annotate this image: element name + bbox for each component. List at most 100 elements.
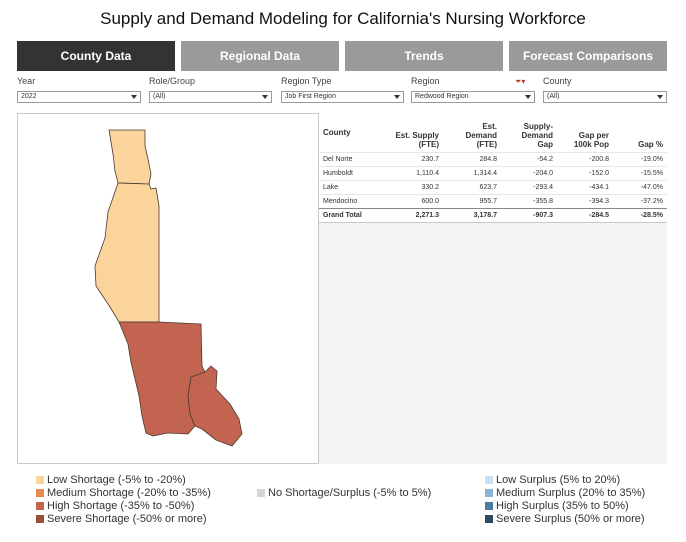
legend-label: Low Surplus (5% to 20%)	[496, 473, 621, 486]
legend-swatch	[485, 488, 493, 497]
column-header-gap-per-100k[interactable]: Gap per 100k Pop	[573, 130, 609, 149]
region-type-select[interactable]: Job First Region	[281, 91, 404, 103]
role-select-value: (All)	[153, 93, 166, 100]
region-filter-label: Region	[411, 76, 440, 86]
legend-swatch	[485, 514, 493, 523]
region-select[interactable]: Redwood Region	[411, 91, 535, 103]
table-row[interactable]: Del Norte 230.7 284.8 -54.2 -200.8 -19.0…	[319, 151, 667, 166]
cell-gap-per-100k: -284.5	[557, 207, 613, 223]
table-header-row: County Est. Supply (FTE) Est. Demand (FTE) …	[319, 113, 667, 152]
cell-county: Mendocino	[319, 193, 385, 208]
county-select-value: (All)	[547, 93, 560, 100]
region-filter: Region ⏷▾ Redwood Region	[411, 75, 535, 103]
region-select-value: Redwood Region	[415, 93, 469, 100]
legend-medium-shortage: Medium Shortage (-20% to -35%)	[36, 486, 211, 499]
year-filter-label: Year	[17, 76, 36, 86]
legend-label: Low Shortage (-5% to -20%)	[47, 473, 186, 486]
column-header-est-supply[interactable]: Est. Supply (FTE)	[395, 130, 439, 149]
tab-forecast-comparisons[interactable]: Forecast Comparisons	[509, 41, 667, 71]
county-filter: County (All)	[543, 75, 667, 103]
legend-low-surplus: Low Surplus (5% to 20%)	[485, 473, 620, 486]
legend-swatch	[36, 514, 44, 523]
cell-demand: 284.8	[443, 151, 501, 166]
cell-gap: -293.4	[501, 179, 557, 194]
filter-bar: Year 2022 Role/Group (All) Region Type J…	[17, 75, 667, 105]
column-header-county[interactable]: County	[323, 128, 351, 138]
cell-county: Grand Total	[319, 207, 385, 223]
chevron-down-icon	[131, 95, 137, 99]
legend-no-shortage-surplus: No Shortage/Surplus (-5% to 5%)	[257, 486, 431, 499]
map-county-del-norte[interactable]	[108, 129, 152, 185]
chevron-down-icon	[525, 95, 531, 99]
legend-medium-surplus: Medium Surplus (20% to 35%)	[485, 486, 645, 499]
year-select-value: 2022	[21, 93, 37, 100]
county-data-table: County Est. Supply (FTE) Est. Demand (FTE) …	[319, 113, 667, 223]
cell-supply: 330.2	[385, 179, 443, 194]
year-select[interactable]: 2022	[17, 91, 141, 103]
cell-county: Del Norte	[319, 151, 385, 166]
chevron-down-icon	[657, 95, 663, 99]
map-county-mendocino[interactable]	[118, 321, 206, 437]
year-filter: Year 2022	[17, 75, 141, 103]
cell-demand: 955.7	[443, 193, 501, 208]
region-type-filter: Region Type Job First Region	[281, 75, 404, 103]
county-map-svg	[94, 129, 243, 447]
legend-severe-surplus: Severe Surplus (50% or more)	[485, 512, 645, 525]
cell-gap-per-100k: -394.3	[557, 193, 613, 208]
cell-gap: -907.3	[501, 207, 557, 223]
county-map	[17, 113, 319, 464]
tab-trends[interactable]: Trends	[345, 41, 503, 71]
chevron-down-icon	[394, 95, 400, 99]
cell-county: Lake	[319, 179, 385, 194]
legend-label: High Surplus (35% to 50%)	[496, 499, 629, 512]
region-type-filter-label: Region Type	[281, 76, 332, 86]
legend-swatch	[257, 488, 265, 497]
legend-label: High Shortage (-35% to -50%)	[47, 499, 195, 512]
map-county-lake[interactable]	[187, 365, 243, 447]
legend-label: Severe Shortage (-50% or more)	[47, 512, 207, 525]
cell-demand: 1,314.4	[443, 165, 501, 180]
county-filter-label: County	[543, 76, 572, 86]
table-row[interactable]: Lake 330.2 623.7 -293.4 -434.1 -47.0%	[319, 179, 667, 194]
cell-gap: -54.2	[501, 151, 557, 166]
cell-gap-per-100k: -434.1	[557, 179, 613, 194]
legend-severe-shortage: Severe Shortage (-50% or more)	[36, 512, 207, 525]
role-select[interactable]: (All)	[149, 91, 272, 103]
legend-high-surplus: High Surplus (35% to 50%)	[485, 499, 629, 512]
cell-supply: 230.7	[385, 151, 443, 166]
legend-label: Medium Shortage (-20% to -35%)	[47, 486, 211, 499]
legend-swatch	[485, 501, 493, 510]
chevron-down-icon	[262, 95, 268, 99]
cell-gap-per-100k: -200.8	[557, 151, 613, 166]
legend-swatch	[36, 488, 44, 497]
cell-demand: 3,178.7	[443, 207, 501, 223]
table-row[interactable]: Mendocino 600.0 955.7 -355.8 -394.3 -37.…	[319, 193, 667, 208]
county-select[interactable]: (All)	[543, 91, 667, 103]
grand-total-row: Grand Total 2,271.3 3,178.7 -907.3 -284.…	[319, 207, 667, 223]
role-filter-label: Role/Group	[149, 76, 196, 86]
page-title: Supply and Demand Modeling for Californi…	[100, 9, 586, 28]
column-header-supply-demand-gap[interactable]: Supply- Demand Gap	[521, 121, 553, 149]
map-county-humboldt[interactable]	[94, 182, 160, 323]
tab-bar: County Data Regional Data Trends Forecas…	[17, 41, 667, 71]
clear-filter-icon[interactable]: ⏷▾	[515, 77, 526, 86]
tab-regional-data[interactable]: Regional Data	[181, 41, 339, 71]
column-header-gap-pct[interactable]: Gap %	[638, 139, 663, 149]
legend-swatch	[485, 475, 493, 484]
legend-label: No Shortage/Surplus (-5% to 5%)	[268, 486, 432, 499]
cell-gap-pct: -28.5%	[613, 207, 667, 223]
table-row[interactable]: Humboldt 1,110.4 1,314.4 -204.0 -152.0 -…	[319, 165, 667, 180]
county-data-table-panel: County Est. Supply (FTE) Est. Demand (FTE) …	[319, 113, 667, 464]
cell-supply: 600.0	[385, 193, 443, 208]
column-header-est-demand[interactable]: Est. Demand (FTE)	[465, 121, 497, 149]
cell-gap-pct: -15.5%	[613, 165, 667, 180]
tab-county-data[interactable]: County Data	[17, 41, 175, 71]
legend-label: Medium Surplus (20% to 35%)	[496, 486, 646, 499]
cell-gap: -204.0	[501, 165, 557, 180]
legend-label: Severe Surplus (50% or more)	[496, 512, 645, 525]
role-filter: Role/Group (All)	[149, 75, 272, 103]
region-type-select-value: Job First Region	[285, 93, 336, 100]
cell-county: Humboldt	[319, 165, 385, 180]
cell-gap-pct: -19.0%	[613, 151, 667, 166]
legend-swatch	[36, 501, 44, 510]
